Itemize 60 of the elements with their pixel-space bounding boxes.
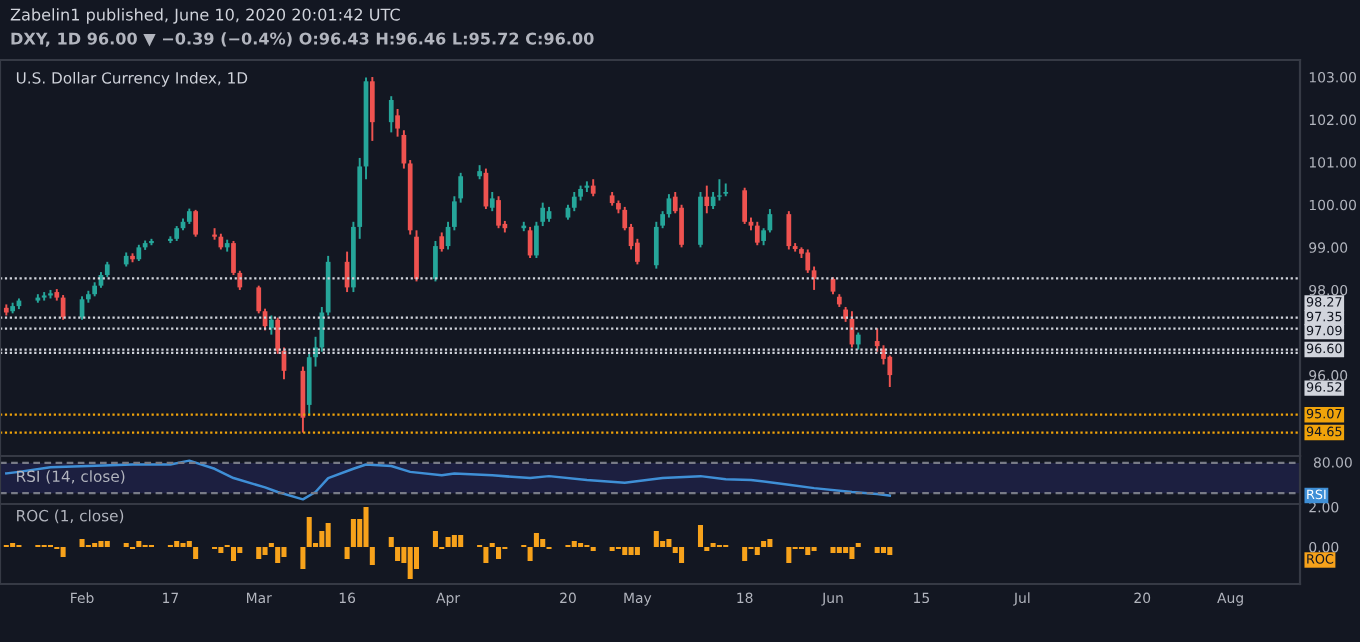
bar bbox=[193, 547, 199, 559]
bar bbox=[300, 547, 306, 569]
bar bbox=[218, 547, 224, 553]
bar bbox=[628, 547, 634, 555]
bar bbox=[849, 547, 855, 559]
candlestick bbox=[717, 178, 722, 202]
bar bbox=[306, 517, 312, 547]
bar bbox=[622, 547, 628, 555]
bar bbox=[325, 523, 331, 547]
bar bbox=[742, 547, 748, 561]
bar bbox=[369, 547, 375, 565]
bar bbox=[256, 547, 262, 559]
bar bbox=[786, 547, 792, 563]
bar bbox=[527, 547, 533, 561]
bar bbox=[350, 519, 356, 547]
bar bbox=[79, 539, 85, 547]
bar bbox=[407, 547, 413, 579]
bar bbox=[275, 547, 281, 563]
bar bbox=[653, 531, 659, 547]
bar bbox=[533, 533, 539, 547]
candlestick bbox=[41, 291, 47, 302]
bar bbox=[230, 547, 237, 561]
bar bbox=[761, 541, 767, 547]
bar bbox=[634, 547, 640, 555]
bar bbox=[483, 547, 489, 563]
bar bbox=[571, 541, 577, 547]
bar bbox=[843, 547, 849, 553]
bar bbox=[136, 541, 142, 547]
bar bbox=[830, 547, 836, 553]
bar bbox=[186, 541, 192, 547]
bar bbox=[451, 535, 457, 547]
text: DXY, 1D 96.00 ▼ −0.39 (−0.4%) O:96.43 H:96.46 L:95.72 C:96.00 bbox=[11, 32, 594, 47]
text: Zabelin1 published, June 10, 2020 20:01:42 UTC bbox=[10, 8, 400, 24]
bar bbox=[880, 547, 887, 553]
bar bbox=[540, 539, 546, 547]
bar bbox=[237, 547, 243, 553]
bar bbox=[697, 525, 704, 547]
bar bbox=[805, 547, 811, 555]
bar bbox=[98, 541, 104, 547]
bar bbox=[754, 547, 760, 555]
bar bbox=[395, 547, 401, 561]
bar bbox=[887, 547, 893, 555]
bar bbox=[388, 537, 394, 547]
bar bbox=[363, 507, 369, 547]
bar bbox=[281, 547, 287, 557]
bar bbox=[445, 537, 451, 547]
bar bbox=[874, 547, 880, 553]
bar bbox=[319, 531, 325, 547]
bar bbox=[679, 547, 685, 563]
bar bbox=[496, 547, 502, 559]
bar bbox=[344, 547, 350, 559]
bar bbox=[458, 535, 464, 547]
bar bbox=[174, 541, 180, 547]
bar bbox=[104, 541, 110, 547]
bar bbox=[767, 539, 773, 547]
bar bbox=[836, 547, 842, 553]
bar bbox=[262, 547, 268, 555]
bar bbox=[666, 539, 672, 547]
bar bbox=[432, 531, 438, 547]
bar bbox=[60, 547, 66, 557]
